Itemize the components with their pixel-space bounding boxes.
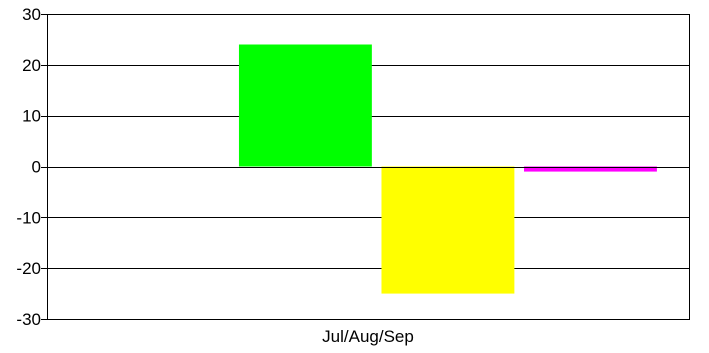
y-tick-label: -30 [16, 310, 41, 329]
y-tick-label: -20 [16, 259, 41, 278]
x-category-label: Jul/Aug/Sep [322, 327, 414, 346]
bar-series-3 [524, 166, 657, 172]
y-tick-label: 10 [22, 107, 41, 126]
bar-series-2 [381, 166, 515, 294]
y-tick-label: -10 [16, 208, 41, 227]
bar-series-1 [238, 44, 372, 167]
y-tick-label: 0 [32, 158, 41, 177]
y-tick-label: 20 [22, 56, 41, 75]
y-tick-label: 30 [22, 5, 41, 24]
bars [238, 44, 657, 294]
y-axis: 30 20 10 0 -10 -20 -30 [16, 5, 47, 329]
